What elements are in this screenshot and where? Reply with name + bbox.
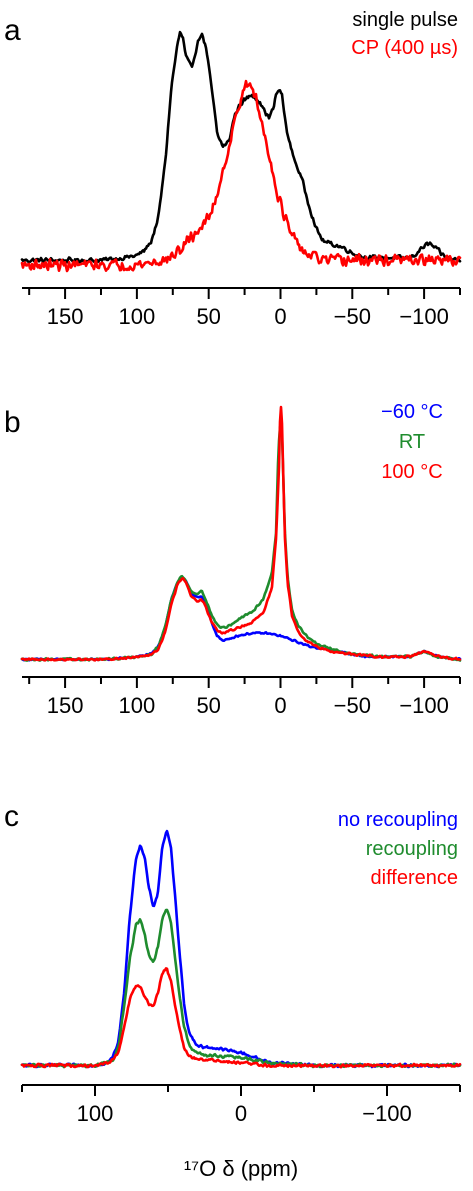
x-tick-label: 0	[274, 693, 286, 718]
legend-entry-difference: difference	[371, 867, 458, 889]
legend-entry-rt: RT	[399, 431, 425, 453]
x-tick-label: 100	[119, 304, 156, 329]
panel-c: c no recoupling recoupling difference 100 0 −1…	[4, 800, 462, 1181]
panel-b: b −60 °C RT 100 °C 150 100 50 0 −50 −100	[4, 401, 462, 718]
x-tick-label: 0	[274, 304, 286, 329]
panel-letter-c: c	[4, 800, 19, 833]
x-tick-label: 50	[196, 693, 220, 718]
series-line-100-c	[20, 405, 462, 662]
x-tick-label: −100	[362, 1101, 412, 1126]
legend-entry-60-c: −60 °C	[381, 401, 443, 423]
legend-entry-single-pulse: single pulse	[352, 9, 458, 31]
panel-letter-b: b	[4, 406, 21, 439]
series-line-cp-400-s	[20, 79, 462, 273]
panel-a: a single pulse CP (400 µs) 150 100 50 0 −50 −100	[4, 9, 462, 329]
x-tick-label: −50	[334, 693, 371, 718]
x-tick-label: 150	[47, 304, 84, 329]
x-tick-label: 100	[119, 693, 156, 718]
legend-entry-cp-400-s: CP (400 µs)	[351, 37, 458, 59]
x-tick-label: −50	[334, 304, 371, 329]
series-line-single-pulse	[20, 30, 462, 264]
x-tick-label: 50	[196, 304, 220, 329]
x-tick-label: −100	[399, 693, 449, 718]
panel-letter-a: a	[4, 14, 21, 47]
series-line-difference	[20, 967, 462, 1069]
x-axis-label: ¹⁷O δ (ppm)	[184, 1156, 298, 1181]
x-tick-label: 0	[235, 1101, 247, 1126]
legend-entry-no-recoupling: no recoupling	[338, 809, 458, 831]
legend-entry-recoupling: recoupling	[366, 838, 458, 860]
x-tick-label: 100	[77, 1101, 114, 1126]
x-tick-label: −100	[399, 304, 449, 329]
legend-entry-100-c: 100 °C	[381, 461, 442, 483]
x-tick-label: 150	[47, 693, 84, 718]
series-line-recoupling	[20, 908, 462, 1069]
